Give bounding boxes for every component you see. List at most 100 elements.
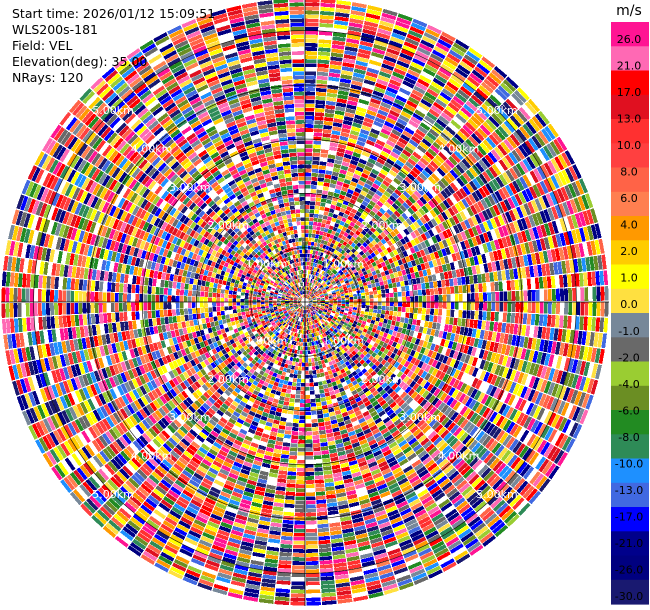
range-gate [393,524,406,533]
range-gate [175,444,186,453]
range-gate [286,294,291,297]
range-gate [279,366,284,371]
range-gate [262,322,267,327]
range-gate [295,333,299,338]
range-gate [64,134,75,148]
range-gate [306,305,309,309]
range-gate [433,516,447,526]
range-gate [329,373,334,379]
range-gate [264,450,273,457]
range-gate [101,260,107,271]
range-gate [306,544,318,549]
range-gate [411,337,417,344]
range-gate [31,423,42,438]
range-gate [66,153,77,167]
range-gate [441,416,450,426]
range-gate [288,360,293,365]
range-gate [373,403,381,411]
range-gate [311,312,314,316]
range-gate [315,487,325,492]
range-gate [506,491,519,505]
range-gate [153,217,161,227]
range-gate [338,330,343,335]
range-gate [346,551,359,558]
range-gate [194,422,203,431]
range-gate [317,311,322,315]
range-gate [292,336,296,341]
range-gate [223,359,230,366]
range-gate [183,435,193,444]
range-gate [434,424,444,433]
range-gate [260,415,268,422]
range-gate [56,444,67,459]
range-gate [278,309,283,312]
range-gate [132,357,139,368]
range-gate [216,533,229,541]
range-gate [300,346,303,351]
range-gate [393,311,398,317]
range-gate [170,409,179,419]
range-gate [66,474,79,488]
range-gate [276,356,281,361]
range-gate [182,233,189,242]
range-gate [186,432,196,441]
range-gate [313,315,316,320]
range-gate [320,372,325,377]
range-gate [28,425,38,440]
range-gate [444,484,456,495]
range-gate [138,421,148,432]
range-gate [74,278,80,291]
range-gate [217,247,224,254]
range-gate [101,226,108,237]
range-gate [105,239,112,250]
range-gate [260,340,265,345]
range-gate [442,373,450,383]
range-gate [37,246,44,261]
range-gate [274,310,279,314]
range-gate [44,401,54,416]
range-gate [294,296,298,299]
range-gate [455,326,461,335]
range-gate [171,309,176,316]
range-gate [209,386,217,394]
range-gate [36,359,43,374]
range-gate [104,227,112,239]
range-gate [335,578,350,584]
range-gate [223,483,234,491]
range-gate [111,312,116,323]
range-gate [336,308,341,312]
range-gate [322,409,329,414]
range-gate [270,312,275,315]
range-gate [187,353,193,361]
range-gate [153,270,159,279]
range-gate [293,304,298,307]
range-gate [307,338,310,343]
range-gate [300,383,305,387]
range-gate [283,341,287,347]
range-gate [437,426,447,436]
range-gate [56,428,67,442]
range-gate [132,320,137,330]
range-gate [122,188,132,199]
range-gate [317,519,329,525]
range-gate [279,421,286,426]
range-gate [59,368,66,381]
range-gate [104,481,116,494]
range-gate [274,290,279,294]
range-gate [326,313,330,316]
range-gate [426,383,434,392]
range-gate [475,329,481,339]
range-gate [221,349,227,355]
range-gate [303,338,305,343]
range-gate [211,326,217,332]
range-gate [340,429,348,435]
range-gate [446,451,457,461]
range-gate [303,305,305,310]
range-gate [413,576,429,585]
range-gate [462,302,467,310]
range-gate [355,396,362,403]
range-gate [210,430,219,438]
range-gate [169,243,176,252]
range-gate [427,506,440,516]
range-gate [217,529,230,537]
